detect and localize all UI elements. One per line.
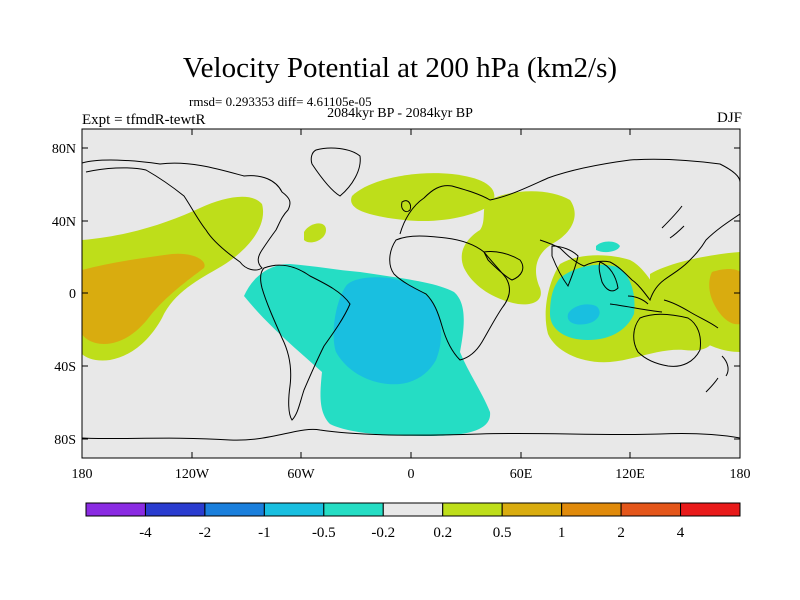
positive-region-small-atlantic xyxy=(304,223,326,243)
colorbar-swatch xyxy=(620,502,682,517)
coast-new-zealand xyxy=(705,355,729,393)
coast-india xyxy=(551,245,579,288)
lat-label-40s: 40S xyxy=(54,360,76,375)
stats-subtitle: rmsd= 0.293353 diff= 4.61105e-05 xyxy=(189,94,372,109)
coast-japan xyxy=(661,205,685,239)
lon-label-180w: 180 xyxy=(72,467,93,482)
period-subtitle: 2084kyr BP - 2084kyr BP xyxy=(327,106,473,121)
colorbar-label: 0.5 xyxy=(493,525,512,541)
coast-north-america xyxy=(82,159,291,271)
colorbar-label: -2 xyxy=(199,525,212,541)
colorbar-label: -1 xyxy=(258,525,271,541)
lon-label-120w: 120W xyxy=(175,467,210,482)
experiment-label: Expt = tfmdR-tewtR xyxy=(82,112,206,128)
strong-positive-central-pacific xyxy=(82,253,205,344)
lat-label-40n: 40N xyxy=(52,215,76,230)
colorbar-swatch xyxy=(144,502,206,517)
lat-label-80s: 80S xyxy=(54,433,76,448)
season-label: DJF xyxy=(716,110,742,126)
coast-southeast-asia xyxy=(598,261,619,292)
coast-greenland xyxy=(310,147,361,197)
colorbar-swatch xyxy=(442,502,503,517)
coast-indonesia xyxy=(609,295,719,329)
negative-region-arabian-sea xyxy=(596,241,620,253)
colorbar-swatch xyxy=(263,502,325,517)
strong-negative-south-atlantic xyxy=(333,277,442,385)
lat-label-80n: 80N xyxy=(52,142,76,157)
coast-africa xyxy=(389,235,510,361)
positive-region-mideast xyxy=(461,191,575,305)
colorbar-swatch xyxy=(561,502,622,517)
lon-label-60w: 60W xyxy=(287,467,315,482)
coastlines xyxy=(82,147,740,441)
colorbar-swatch xyxy=(323,502,384,517)
lon-label-120e: 120E xyxy=(615,467,645,482)
colorbar-label: 0.2 xyxy=(433,525,452,541)
coast-australia xyxy=(633,313,701,367)
strong-positive-west-pacific xyxy=(709,269,740,325)
lon-label-60e: 60E xyxy=(510,467,533,482)
lon-label-180e: 180 xyxy=(730,467,751,482)
negative-region-indian-ocean xyxy=(550,264,635,340)
shaded-field xyxy=(82,147,740,441)
lat-label-eq: 0 xyxy=(69,287,76,302)
coast-europe-asia xyxy=(399,158,740,302)
colorbar-label: 4 xyxy=(677,525,685,541)
colorbar: -4 -2 -1 -0.5 -0.2 0.2 0.5 1 2 4 xyxy=(85,502,741,541)
positive-region-north-atlantic xyxy=(351,173,495,222)
colorbar-swatch xyxy=(382,502,444,517)
coast-antarctica xyxy=(82,428,740,441)
colorbar-swatch xyxy=(680,502,741,517)
colorbar-label: -4 xyxy=(139,525,152,541)
coast-british-isles xyxy=(401,200,411,213)
colorbar-label: 2 xyxy=(617,525,625,541)
colorbar-label: -0.5 xyxy=(312,525,336,541)
colorbar-swatch xyxy=(85,502,146,517)
colorbar-swatch xyxy=(204,502,265,517)
colorbar-label: -0.2 xyxy=(371,525,395,541)
strong-negative-indian-ocean xyxy=(567,304,600,325)
tick-marks xyxy=(81,129,741,458)
coast-south-america xyxy=(260,264,351,421)
lon-label-0: 0 xyxy=(408,467,415,482)
colorbar-label: 1 xyxy=(558,525,566,541)
coast-arabia xyxy=(483,251,524,281)
colorbar-swatch xyxy=(501,502,563,517)
plot-title: Velocity Potential at 200 hPa (km2/s) xyxy=(182,52,618,84)
